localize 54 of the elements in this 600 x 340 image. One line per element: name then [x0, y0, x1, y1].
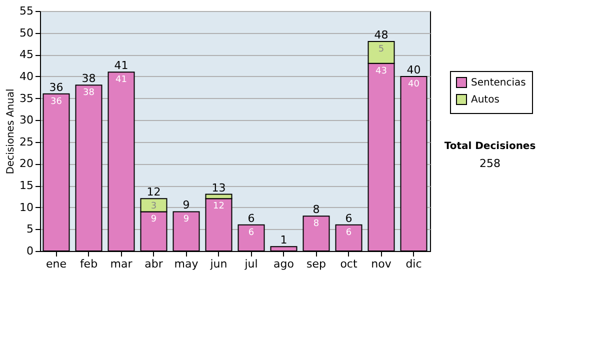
x-tick-label: mar: [110, 258, 133, 270]
data-label: 40: [408, 79, 420, 90]
total-label: 13: [212, 181, 226, 194]
total-label: 8: [312, 203, 320, 216]
data-label: 43: [376, 66, 387, 76]
data-label: 6: [346, 228, 352, 238]
x-tick-label: jul: [244, 258, 258, 270]
data-label: 6: [248, 228, 254, 238]
y-tick-label: 10: [20, 200, 34, 214]
y-tick-label: 0: [26, 244, 34, 258]
total-label: 40: [406, 63, 421, 76]
x-tick-label: oct: [340, 258, 358, 270]
data-label: 9: [183, 214, 190, 225]
total-label: 6: [345, 212, 352, 225]
legend-label: Autos: [471, 94, 500, 106]
y-tick-label: 15: [20, 179, 34, 192]
y-tick-label: 45: [20, 48, 34, 62]
x-tick-label: sep: [306, 258, 326, 270]
y-tick-label: 50: [20, 26, 34, 40]
legend-label: Sentencias: [471, 78, 526, 88]
data-label: 12: [213, 202, 224, 212]
data-label: 9: [150, 214, 157, 225]
y-tick-label: 40: [20, 70, 34, 83]
y-tick-label: 20: [20, 157, 34, 170]
x-tick-label: may: [174, 258, 199, 270]
total-label: 36: [49, 80, 64, 94]
text: Total Decisiones: [444, 141, 536, 152]
y-tick-label: 35: [20, 92, 34, 105]
x-tick-label: nov: [371, 258, 392, 270]
x-tick-label: ene: [46, 258, 67, 270]
total-label: 9: [182, 198, 190, 212]
total-label: 48: [374, 28, 388, 42]
y-axis-title: Decisiones Anual: [6, 88, 17, 174]
x-tick-label: feb: [80, 258, 98, 270]
x-tick-label: jun: [209, 258, 228, 270]
total-label: 41: [114, 59, 128, 72]
x-tick-label: dic: [406, 258, 422, 270]
data-label: 38: [83, 88, 95, 98]
data-label: 5: [378, 44, 384, 55]
data-label: 8: [313, 219, 320, 230]
total-label: 12: [146, 186, 161, 199]
y-tick-label: 25: [20, 135, 34, 148]
y-tick-label: 5: [26, 222, 34, 236]
total-label: 6: [248, 212, 255, 225]
data-label: 3: [150, 202, 157, 212]
total-label: 38: [82, 72, 96, 86]
x-tick-label: abr: [144, 258, 164, 270]
data-label: 36: [50, 96, 62, 107]
text: 258: [480, 157, 500, 170]
y-tick-label: 30: [20, 114, 34, 127]
data-label: 41: [116, 75, 127, 86]
total-label: 1: [280, 234, 288, 247]
y-tick-label: 55: [20, 4, 34, 18]
x-tick-label: ago: [274, 258, 294, 270]
